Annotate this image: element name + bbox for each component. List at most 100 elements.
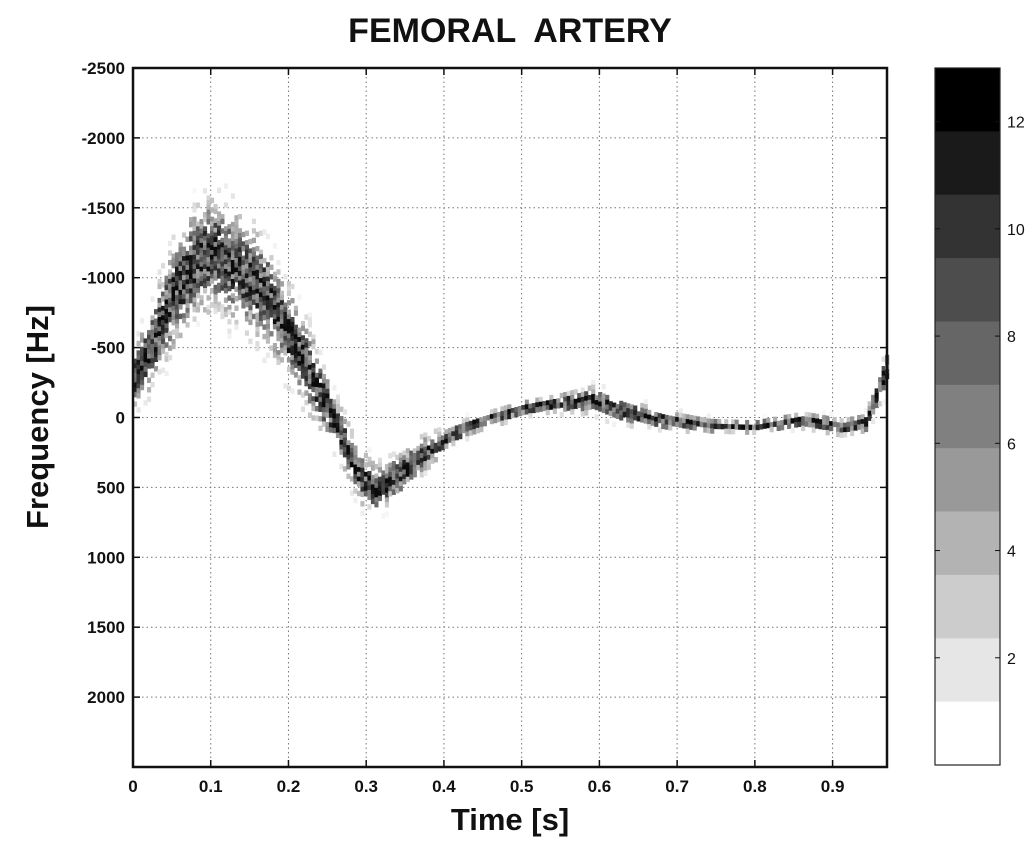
spectrum-cell bbox=[311, 339, 316, 345]
spectrum-cell bbox=[615, 413, 620, 419]
spectrum-cell bbox=[661, 418, 666, 425]
spectrum-cell bbox=[850, 425, 855, 432]
spectrum-cell bbox=[538, 401, 543, 408]
spectrum-cell bbox=[461, 423, 466, 429]
spectrum-cell bbox=[563, 392, 568, 398]
spectrum-cell bbox=[185, 293, 190, 300]
spectrum-cell bbox=[157, 355, 162, 361]
spectrum-cell bbox=[328, 422, 333, 428]
spectrum-cell bbox=[265, 338, 270, 344]
colorbar-band bbox=[935, 638, 1000, 703]
spectrum-cell bbox=[297, 337, 302, 343]
spectrum-cell bbox=[297, 341, 302, 348]
spectrum-cell bbox=[846, 421, 851, 428]
spectrum-cell bbox=[255, 341, 260, 347]
spectrum-cell bbox=[514, 411, 519, 418]
spectrum-cell bbox=[395, 478, 400, 484]
spectrum-cell bbox=[405, 448, 410, 454]
spectrum-cell bbox=[262, 295, 267, 302]
spectrum-cell bbox=[171, 263, 176, 269]
spectrum-cell bbox=[196, 259, 201, 265]
spectrum-cell bbox=[217, 239, 222, 246]
spectrum-cell bbox=[223, 264, 228, 270]
spectrum-cell bbox=[157, 345, 162, 351]
spectrum-cell bbox=[178, 299, 183, 305]
spectrum-cell bbox=[493, 417, 498, 424]
spectrum-cell bbox=[342, 466, 347, 472]
spectrum-cell bbox=[272, 314, 277, 320]
spectrum-cell bbox=[234, 239, 239, 245]
spectrum-cell bbox=[262, 314, 267, 321]
spectrum-cell bbox=[629, 418, 634, 425]
colorbar-tick-label: 2 bbox=[1007, 651, 1016, 668]
spectrum-cell bbox=[258, 320, 263, 327]
spectrum-cell bbox=[269, 331, 274, 337]
spectrum-cell bbox=[154, 337, 159, 343]
spectrum-cell bbox=[164, 328, 169, 334]
spectrum-cell bbox=[381, 475, 386, 481]
spectrum-cell bbox=[528, 403, 533, 410]
spectrum-cell bbox=[850, 430, 855, 437]
spectrum-cell bbox=[143, 343, 148, 349]
spectrum-cell bbox=[171, 291, 176, 297]
spectrum-cell bbox=[182, 275, 187, 281]
spectrum-cell bbox=[237, 252, 242, 258]
spectrum-cell bbox=[168, 335, 173, 342]
spectrum-cell bbox=[227, 328, 232, 334]
spectrum-cell bbox=[136, 407, 141, 413]
spectrum-cell bbox=[136, 369, 141, 375]
spectrum-cell bbox=[479, 426, 484, 433]
x-tick-label: 0.4 bbox=[432, 777, 456, 796]
spectrum-cell bbox=[636, 416, 641, 422]
spectrum-cell bbox=[794, 422, 799, 428]
spectrum-cell bbox=[185, 303, 190, 309]
spectrum-cell bbox=[182, 298, 187, 305]
spectrum-cell bbox=[237, 256, 242, 263]
spectrum-cell bbox=[332, 408, 337, 415]
spectrum-cell bbox=[356, 462, 361, 468]
spectrum-cell bbox=[363, 452, 368, 459]
spectrum-cell bbox=[853, 425, 858, 431]
y-tick-label: 2000 bbox=[87, 688, 125, 707]
spectrum-cell bbox=[300, 373, 305, 379]
spectrum-cell bbox=[230, 293, 235, 299]
spectrum-cell bbox=[367, 475, 372, 482]
spectrum-cell bbox=[279, 328, 284, 335]
spectrum-cell bbox=[335, 404, 340, 410]
spectrum-cell bbox=[157, 321, 162, 328]
spectrum-cell bbox=[192, 216, 197, 222]
spectrum-cell bbox=[251, 285, 256, 291]
spectrum-cell bbox=[349, 476, 354, 482]
spectrum-cell bbox=[881, 356, 886, 362]
spectrum-cell bbox=[881, 399, 886, 405]
spectrum-cell bbox=[314, 415, 319, 421]
spectrum-cell bbox=[381, 484, 386, 491]
spectrum-cell bbox=[377, 495, 382, 502]
spectrum-cell bbox=[157, 307, 162, 313]
spectrum-cell bbox=[182, 256, 187, 262]
spectrum-cell bbox=[175, 318, 180, 325]
spectrum-cell bbox=[297, 389, 302, 395]
spectrum-cell bbox=[444, 434, 449, 440]
spectrum-cell bbox=[196, 254, 201, 261]
spectrum-cell bbox=[276, 302, 281, 308]
spectrum-cell bbox=[220, 218, 225, 225]
spectrum-cell bbox=[237, 294, 242, 301]
spectrum-cell bbox=[766, 422, 771, 429]
spectrum-cell bbox=[227, 262, 232, 268]
spectrum-cell bbox=[154, 323, 159, 329]
spectrum-cell bbox=[203, 273, 208, 280]
spectrum-cell bbox=[570, 390, 575, 396]
spectrum-cell bbox=[689, 419, 694, 426]
spectrum-cell bbox=[325, 393, 330, 399]
spectrum-cell bbox=[161, 296, 166, 302]
spectrum-cell bbox=[136, 364, 141, 370]
spectrum-cell bbox=[223, 311, 228, 318]
spectrum-cell bbox=[398, 462, 403, 468]
spectrum-cell bbox=[230, 260, 235, 266]
spectrum-cell bbox=[867, 410, 872, 417]
colorbar-band bbox=[935, 448, 1000, 513]
spectrum-cell bbox=[836, 431, 841, 438]
spectrum-cell bbox=[381, 513, 386, 519]
spectrum-cell bbox=[248, 272, 253, 278]
